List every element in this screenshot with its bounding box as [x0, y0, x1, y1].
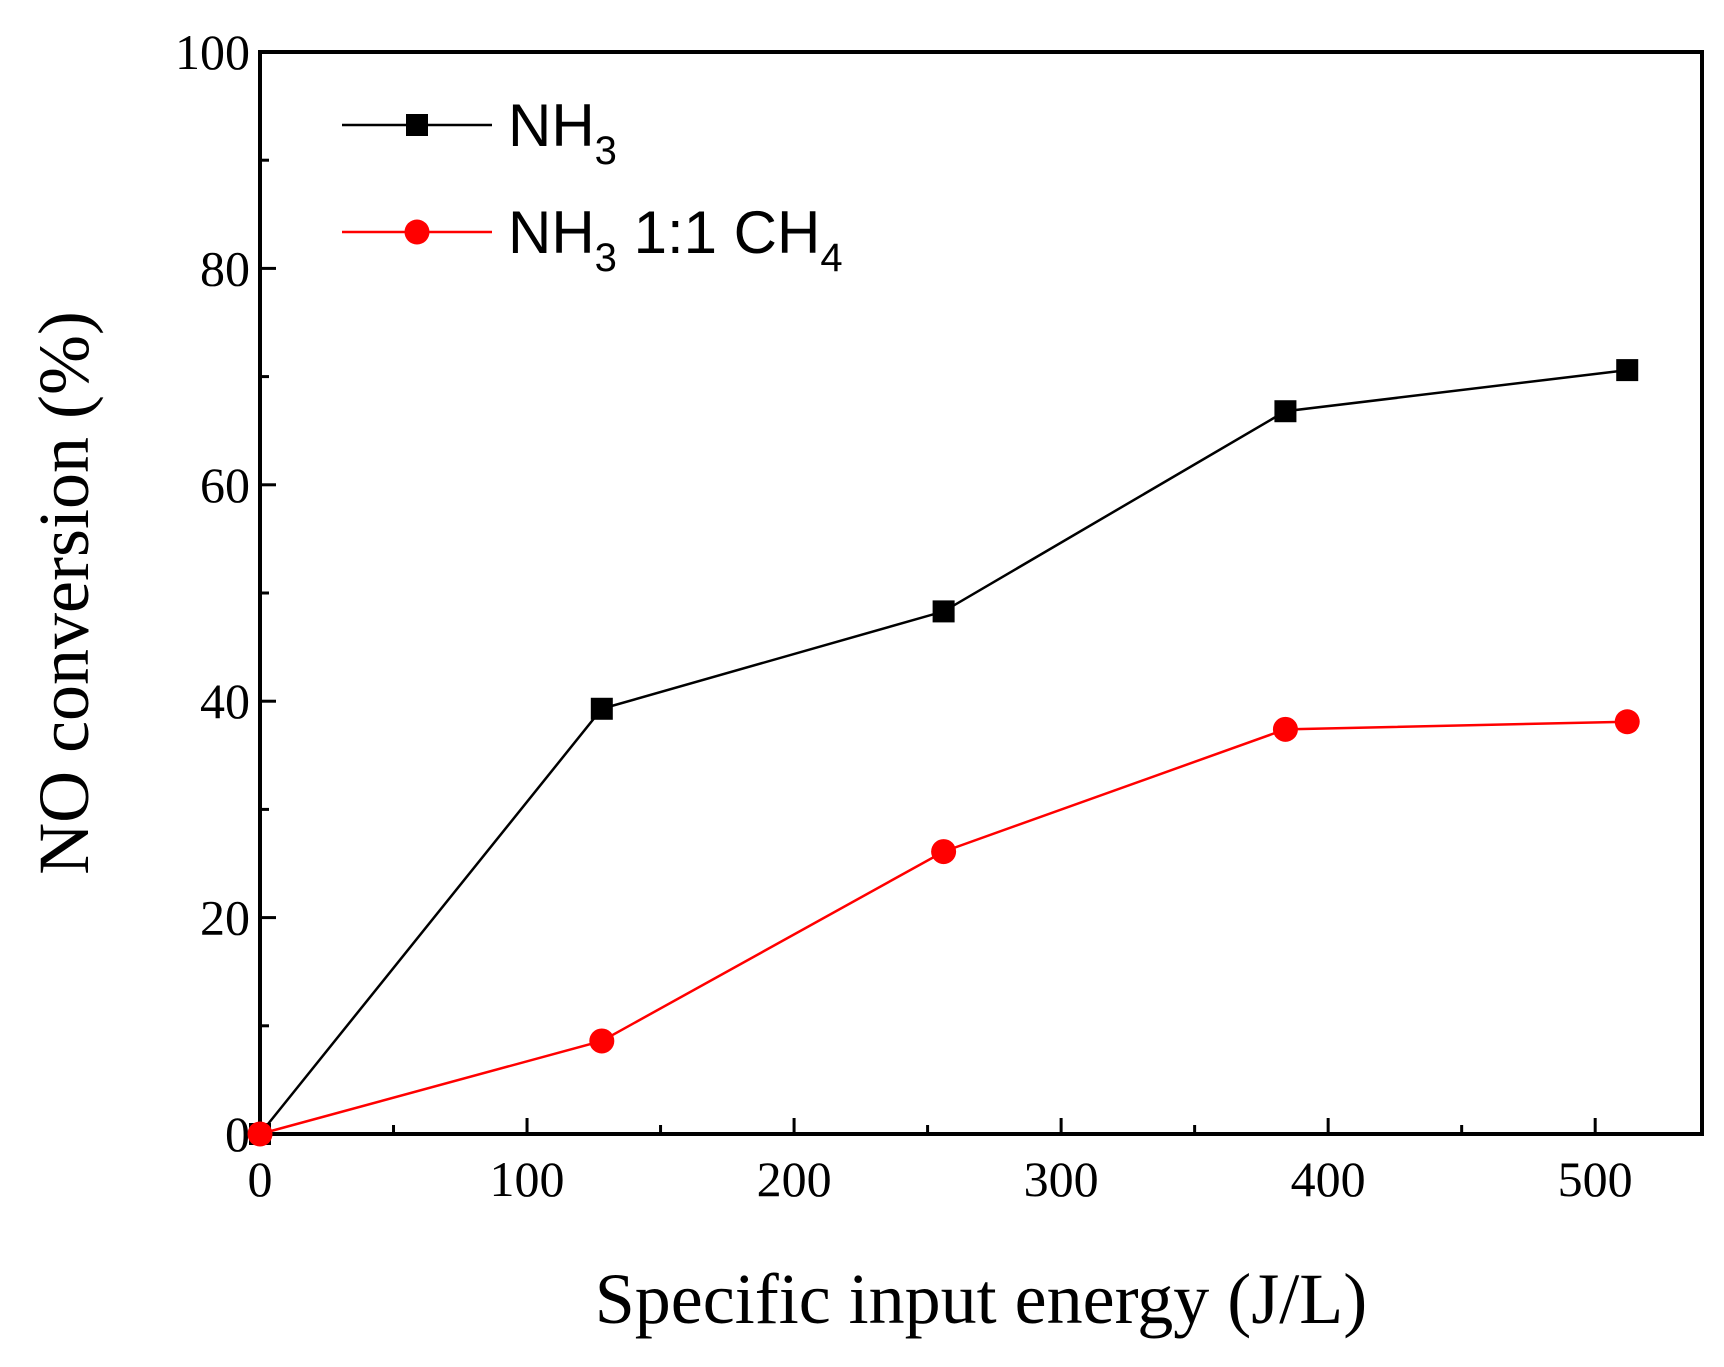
- legend-item: NH3: [342, 92, 617, 173]
- legend-marker: [406, 114, 428, 136]
- data-point: [590, 697, 613, 720]
- series-line: [259, 368, 1628, 1135]
- x-axis-title: Specific input energy (J/L): [595, 1259, 1367, 1339]
- data-point: [931, 839, 957, 865]
- data-point: [1272, 716, 1298, 742]
- series-2: [247, 709, 1640, 1147]
- series-layer: [247, 359, 1640, 1147]
- legend-label: NH3 1:1 CH4: [508, 199, 843, 280]
- y-tick-label: 60: [200, 457, 250, 513]
- x-tick-label: 0: [248, 1151, 273, 1207]
- series-1: [249, 359, 1639, 1145]
- data-point: [1616, 359, 1639, 382]
- y-tick-label: 20: [200, 890, 250, 946]
- y-tick-label: 80: [200, 240, 250, 296]
- y-tick-label: 40: [200, 673, 250, 729]
- data-point: [1614, 709, 1640, 735]
- data-point: [589, 1028, 615, 1054]
- data-point: [932, 600, 955, 623]
- data-point: [1274, 400, 1297, 423]
- y-tick-label: 0: [225, 1106, 250, 1162]
- legend-item: NH3 1:1 CH4: [342, 199, 843, 280]
- legend-label-subscript: 4: [820, 236, 842, 280]
- plot-frame: [258, 50, 1704, 1136]
- x-tick-label: 100: [490, 1151, 565, 1207]
- legend-label-subscript: 3: [595, 236, 617, 280]
- x-tick-label: 400: [1291, 1151, 1366, 1207]
- legend-label-text: NH: [508, 92, 595, 159]
- axis-ticks: 0 100 200 300 400 500 0 20 40 60 80 100: [175, 24, 1633, 1207]
- legend-label-text: NH: [508, 199, 595, 266]
- y-axis-title: NO conversion (%): [24, 311, 104, 875]
- legend-marker: [404, 219, 430, 245]
- legend-label: NH3: [508, 92, 617, 173]
- data-point: [247, 1121, 273, 1147]
- x-tick-label: 300: [1024, 1151, 1099, 1207]
- x-tick-label: 500: [1558, 1151, 1633, 1207]
- x-tick-label: 200: [757, 1151, 832, 1207]
- legend-label-text: 1:1 CH: [617, 199, 820, 266]
- y-tick-label: 100: [175, 24, 250, 80]
- legend-label-subscript: 3: [595, 129, 617, 173]
- series-line: [259, 720, 1628, 1136]
